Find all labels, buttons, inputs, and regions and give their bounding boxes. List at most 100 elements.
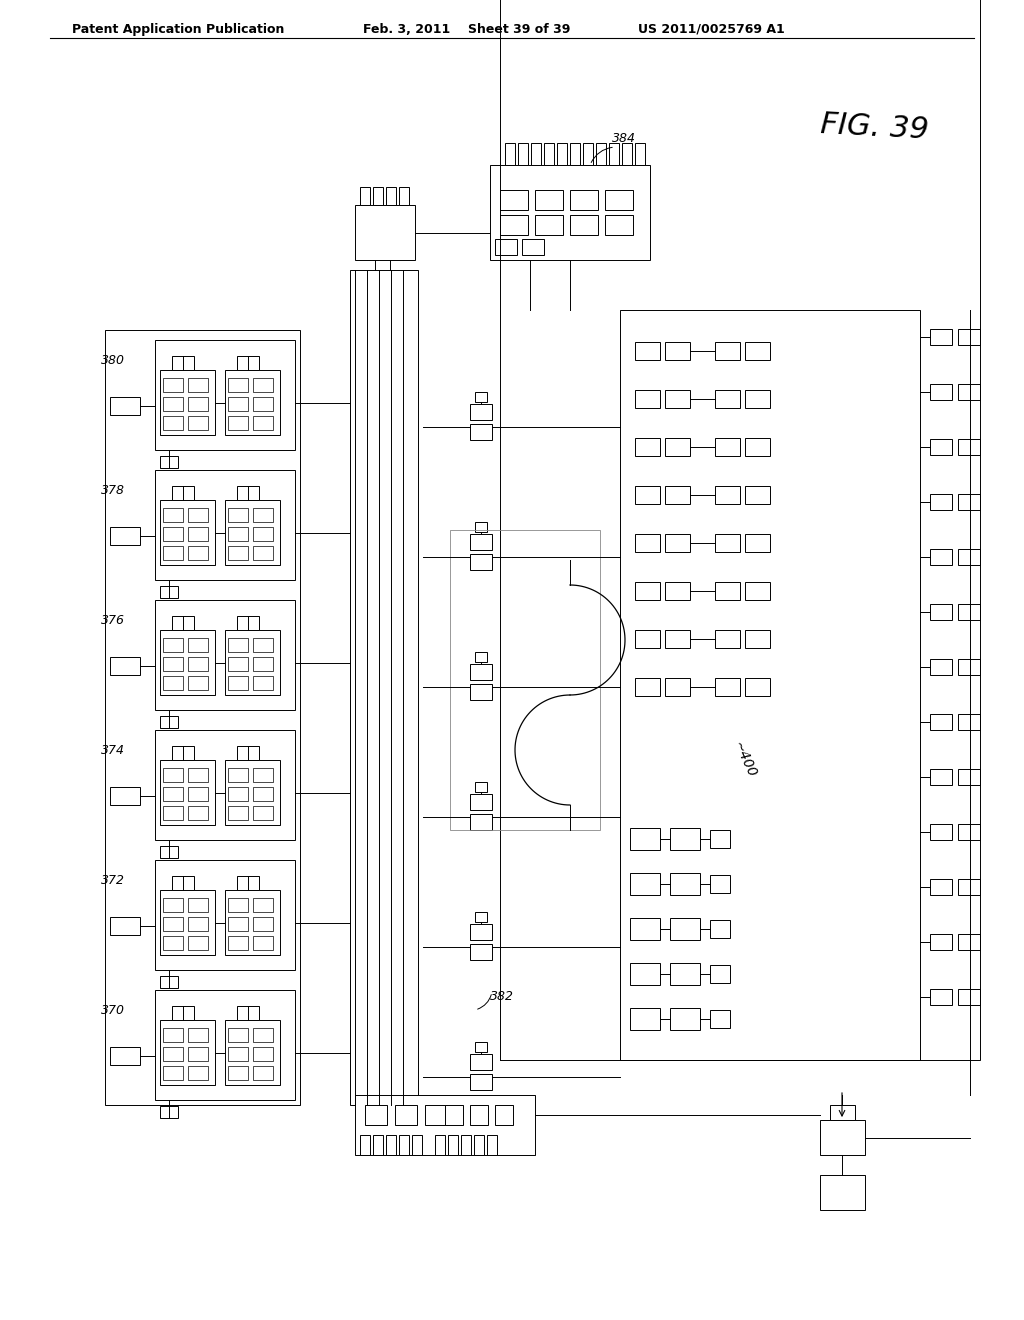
Bar — [425, 1105, 447, 1125]
Bar — [188, 787, 208, 801]
Text: 370: 370 — [101, 1005, 125, 1018]
Bar — [253, 527, 273, 541]
Bar — [930, 879, 952, 895]
Bar — [495, 1105, 513, 1125]
Bar — [160, 370, 215, 436]
Bar — [715, 582, 740, 601]
Bar — [188, 917, 208, 931]
Bar — [188, 1067, 208, 1080]
Bar — [958, 440, 980, 455]
Bar — [188, 676, 208, 690]
Bar — [710, 830, 730, 847]
Bar — [160, 1020, 215, 1085]
Bar — [830, 1105, 855, 1119]
Bar — [395, 1105, 417, 1125]
Bar — [163, 936, 183, 950]
Bar — [470, 924, 492, 940]
Bar — [228, 416, 248, 430]
Bar — [365, 1105, 387, 1125]
Bar — [160, 715, 178, 729]
Bar — [715, 486, 740, 504]
Bar — [665, 582, 690, 601]
Bar — [253, 416, 273, 430]
Bar — [188, 898, 208, 912]
Bar — [715, 535, 740, 552]
Bar — [350, 271, 418, 1105]
Bar — [710, 920, 730, 939]
Bar — [470, 664, 492, 680]
Bar — [635, 486, 660, 504]
Bar — [710, 1010, 730, 1028]
Bar — [445, 1105, 463, 1125]
Bar — [237, 876, 259, 890]
Bar — [745, 630, 770, 648]
Bar — [570, 143, 580, 165]
Bar — [188, 416, 208, 430]
Bar — [188, 527, 208, 541]
Bar — [665, 630, 690, 648]
Bar — [160, 846, 178, 858]
Text: 384: 384 — [612, 132, 636, 145]
Bar — [228, 638, 248, 652]
Bar — [253, 898, 273, 912]
Bar — [930, 935, 952, 950]
Bar — [155, 601, 295, 710]
Text: US 2011/0025769 A1: US 2011/0025769 A1 — [638, 22, 784, 36]
Bar — [930, 384, 952, 400]
Bar — [253, 657, 273, 671]
Bar — [495, 239, 517, 255]
Bar — [470, 684, 492, 700]
Bar — [253, 807, 273, 820]
Bar — [470, 554, 492, 570]
Bar — [163, 768, 183, 781]
Bar — [605, 215, 633, 235]
Bar — [475, 1041, 487, 1052]
Bar — [163, 807, 183, 820]
Bar — [163, 546, 183, 560]
Bar — [155, 990, 295, 1100]
Bar — [745, 582, 770, 601]
Bar — [163, 397, 183, 411]
Bar — [360, 187, 370, 205]
Bar — [930, 605, 952, 620]
Bar — [228, 397, 248, 411]
Bar — [110, 397, 140, 414]
Bar — [670, 828, 700, 850]
Bar — [745, 438, 770, 455]
Bar — [958, 605, 980, 620]
Bar — [225, 500, 280, 565]
Bar — [172, 1006, 194, 1020]
Bar — [228, 657, 248, 671]
Bar — [665, 389, 690, 408]
Bar — [710, 875, 730, 894]
Bar — [253, 638, 273, 652]
Bar — [355, 205, 415, 260]
Bar — [188, 1047, 208, 1061]
Bar — [160, 890, 215, 954]
Bar — [228, 527, 248, 541]
Bar — [412, 1135, 422, 1155]
Bar — [188, 1028, 208, 1041]
Bar — [958, 824, 980, 840]
Bar — [253, 768, 273, 781]
Bar — [930, 659, 952, 675]
Bar — [188, 397, 208, 411]
Text: 380: 380 — [101, 355, 125, 367]
Bar — [605, 190, 633, 210]
Bar — [820, 1175, 865, 1210]
Bar — [635, 582, 660, 601]
Bar — [475, 912, 487, 921]
Bar — [475, 652, 487, 663]
Bar — [745, 535, 770, 552]
Bar — [172, 876, 194, 890]
Bar — [635, 389, 660, 408]
Bar — [715, 678, 740, 696]
Bar — [188, 508, 208, 521]
Bar — [505, 143, 515, 165]
Bar — [630, 964, 660, 985]
Bar — [253, 1067, 273, 1080]
Bar — [820, 1119, 865, 1155]
Bar — [535, 215, 563, 235]
Bar — [163, 917, 183, 931]
Bar — [958, 494, 980, 510]
